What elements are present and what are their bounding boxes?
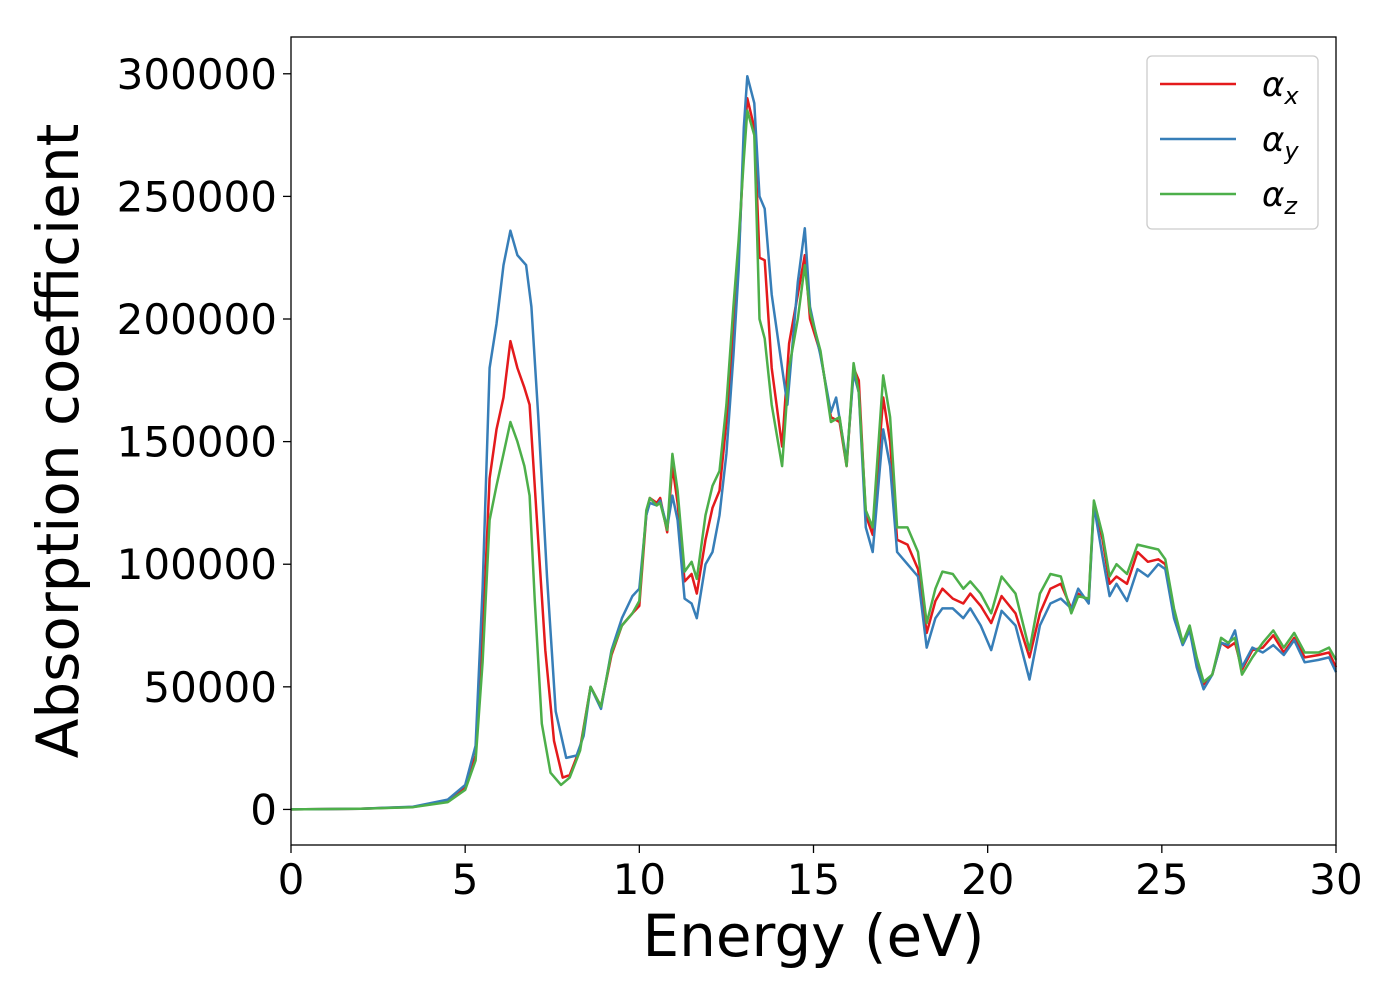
- x-axis-label: Energy (eV): [642, 902, 984, 970]
- legend-label-y: αy: [1262, 120, 1299, 165]
- y-tick-label: 200000: [117, 295, 277, 344]
- x-tick-label: 0: [278, 855, 305, 904]
- y-tick-label: 100000: [117, 540, 277, 589]
- series-line-y: [290, 74, 1338, 811]
- series-layer: [290, 74, 1338, 811]
- legend-label-x: αx: [1262, 65, 1299, 110]
- x-tick-label: 15: [787, 855, 840, 904]
- series-line-z: [290, 109, 1338, 811]
- x-tick-label: 30: [1309, 855, 1362, 904]
- x-tick-label: 5: [452, 855, 479, 904]
- x-tick-label: 10: [613, 855, 666, 904]
- y-tick-label: 300000: [117, 50, 277, 99]
- x-tick-label: 20: [961, 855, 1014, 904]
- y-axis-ticks: 0 50000 100000 150000 200000 250000 300000: [117, 50, 291, 834]
- y-tick-label: 0: [250, 785, 277, 834]
- legend-label-z: αz: [1262, 175, 1298, 220]
- y-tick-label: 250000: [117, 172, 277, 221]
- y-tick-label: 150000: [117, 418, 277, 467]
- legend-box: [1146, 55, 1319, 230]
- x-tick-label: 25: [1135, 855, 1188, 904]
- y-axis-label: Absorption coefficient: [24, 124, 92, 759]
- x-axis-ticks: 0 5 10 15 20 25 30: [278, 845, 1363, 904]
- y-tick-label: 50000: [143, 663, 277, 712]
- legend: αx αy αz: [1146, 55, 1319, 230]
